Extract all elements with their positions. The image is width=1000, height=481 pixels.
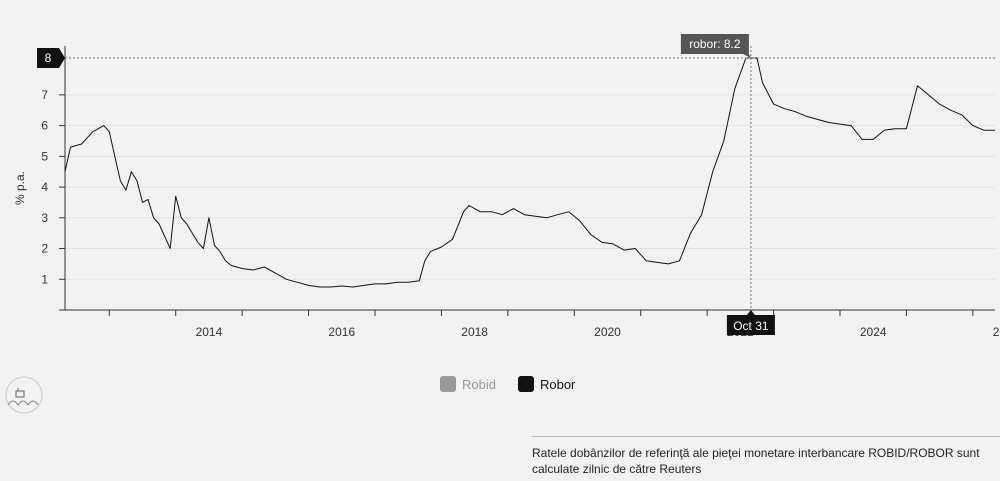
legend-item-robid[interactable]: Robid <box>440 376 496 392</box>
y-ticks: 1 2 3 4 5 6 7 <box>41 88 65 311</box>
x-value-flag <box>726 310 775 335</box>
legend-label-robor: Robor <box>539 376 576 392</box>
x-tick-label: 2020 <box>594 325 621 339</box>
tooltip-text: robor: 8.2 <box>689 37 741 51</box>
legend-item-robor[interactable]: Robor <box>517 376 576 392</box>
axes <box>64 46 995 311</box>
legend-swatch-robid <box>440 376 456 392</box>
legend-swatch-robor <box>517 376 534 392</box>
series-line-robor <box>64 57 995 288</box>
y-tick-label: 5 <box>41 149 48 163</box>
x-tick-label: 2026 <box>993 325 1000 339</box>
y-tick-label: 1 <box>41 272 48 286</box>
x-tick-label: 2018 <box>461 325 488 339</box>
grid <box>65 94 995 280</box>
x-tick-label: 2024 <box>860 325 887 339</box>
y-axis-label: % p.a. <box>13 171 27 205</box>
legend-label-robid: Robid <box>462 376 496 392</box>
y-tick-label: 3 <box>41 211 48 225</box>
y-tick-label: 7 <box>41 88 48 102</box>
y-tick-label: 2 <box>41 242 48 256</box>
y-value-flag <box>37 48 65 68</box>
legend: Robid Robor <box>440 376 575 392</box>
y-value-flag-label: 8 <box>45 51 52 65</box>
y-tick-label: 4 <box>41 180 48 194</box>
x-tick-label: 2016 <box>328 325 355 339</box>
logo-icon <box>5 376 43 414</box>
crosshair-overlay: 8 robor: 8.2 Oct 31 <box>37 34 995 335</box>
x-value-flag-label: Oct 31 <box>733 319 769 333</box>
footnote: Ratele dobânzilor de referinţă ale pieţe… <box>532 436 1000 477</box>
series-layer <box>64 57 995 288</box>
x-ticks: 2014201620182020202220242026 <box>108 310 1000 339</box>
x-tick-label: 2014 <box>196 325 223 339</box>
y-tick-label: 6 <box>41 119 48 133</box>
tooltip-box <box>680 34 751 58</box>
